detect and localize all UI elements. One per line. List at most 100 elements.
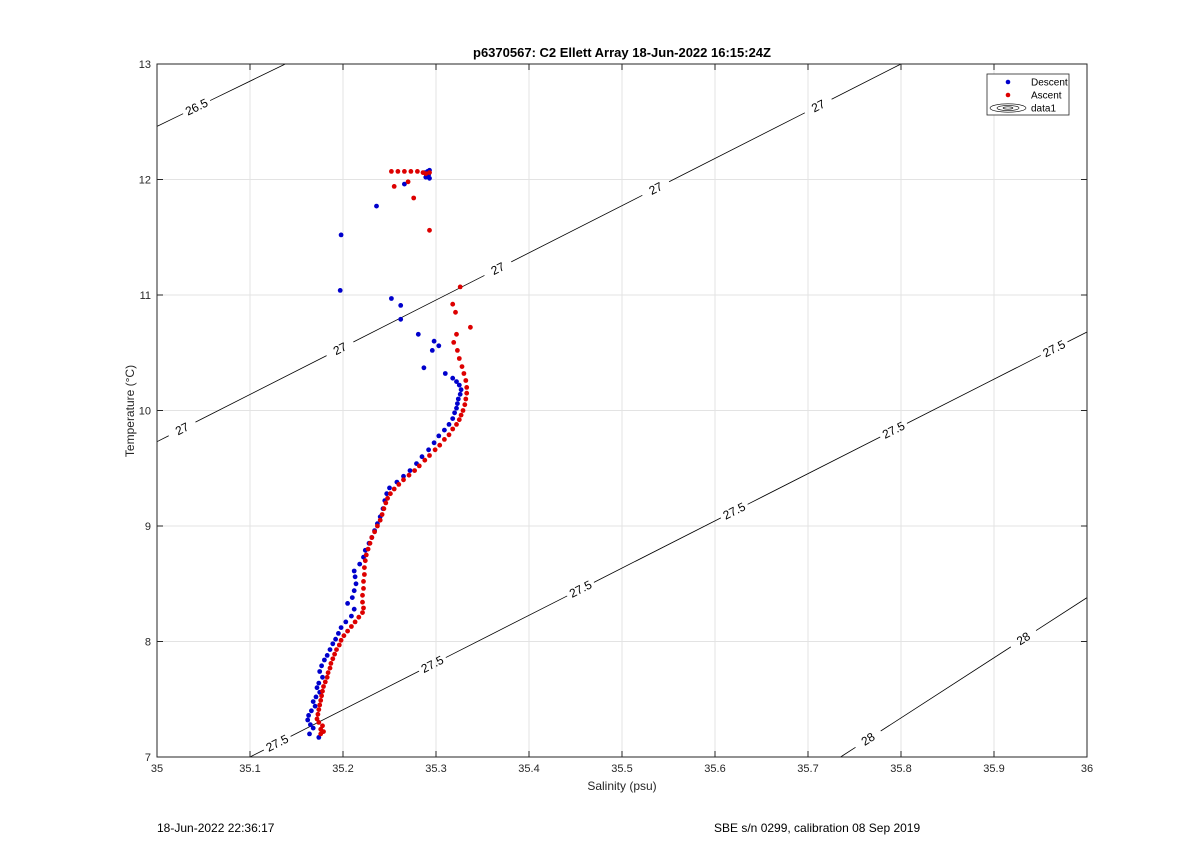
ascent-point <box>363 552 369 558</box>
ascent-point <box>455 348 460 353</box>
descent-point <box>452 410 457 416</box>
descent-point <box>317 669 323 674</box>
descent-point <box>351 568 357 574</box>
descent-point <box>455 401 460 406</box>
contour-symbol-icon <box>989 103 1027 113</box>
contour-label: 27 <box>489 259 508 278</box>
ascent-point <box>325 670 331 676</box>
ascent-point <box>423 171 429 177</box>
ascent-point <box>464 390 470 396</box>
footer-calibration: SBE s/n 0299, calibration 08 Sep 2019 <box>714 821 921 835</box>
x-tick-label: 35.7 <box>797 763 818 775</box>
descent-point <box>320 674 325 680</box>
ascent-point <box>383 500 389 506</box>
ascent-point <box>361 579 366 584</box>
descent-point <box>421 365 427 371</box>
descent-point <box>314 685 320 691</box>
ascent-point <box>454 422 459 427</box>
descent-point <box>316 735 322 740</box>
contour-line-28 <box>880 646 1012 732</box>
ascent-point <box>334 647 339 652</box>
legend-descent-label: Descent <box>1031 78 1068 89</box>
ascent-point <box>362 558 368 564</box>
descent-point <box>426 447 431 453</box>
descent-point <box>455 396 461 402</box>
descent-point <box>333 636 338 642</box>
descent-point <box>351 606 357 612</box>
contour-line-27 <box>511 194 643 263</box>
ascent-point <box>361 586 366 591</box>
ascent-point <box>330 656 336 662</box>
y-axis-label: Temperature (°C) <box>123 365 137 457</box>
descent-point <box>374 203 379 209</box>
descent-point <box>442 427 447 433</box>
ascent-point <box>432 447 438 453</box>
descent-point <box>431 440 437 446</box>
ascent-point <box>391 184 397 189</box>
descent-point <box>429 348 435 353</box>
ascent-point <box>369 535 375 540</box>
ascent-point <box>316 707 322 712</box>
descent-point <box>352 574 358 580</box>
ascent-point <box>377 517 383 523</box>
descent-point <box>307 731 312 737</box>
ascent-point <box>317 702 323 708</box>
legend-ascent-marker <box>1005 92 1011 98</box>
ascent-point <box>321 684 326 689</box>
ascent-point <box>388 491 393 497</box>
descent-point <box>450 375 456 381</box>
ascent-point <box>453 309 458 315</box>
x-tick-label: 35.6 <box>704 763 725 775</box>
ascent-point <box>468 324 473 330</box>
y-tick-label: 10 <box>139 406 151 418</box>
ascent-point <box>457 284 463 290</box>
contour-line-27 <box>156 435 169 443</box>
ascent-point <box>385 495 390 501</box>
legend[interactable]: Descent Ascent data1 <box>986 73 1070 116</box>
contour-line-27 <box>831 63 902 100</box>
ascent-point <box>391 486 397 492</box>
descent-point <box>306 713 311 718</box>
ascent-point <box>422 457 428 463</box>
legend-box <box>986 73 1070 116</box>
ascent-point <box>367 540 373 546</box>
descent-point <box>338 232 344 238</box>
ascent-point <box>332 651 337 657</box>
legend-descent-marker <box>1005 79 1011 85</box>
descent-point <box>415 331 421 337</box>
descent-point <box>309 708 314 714</box>
ascent-point <box>365 546 371 552</box>
contour-line-27 <box>195 355 327 423</box>
descent-point <box>349 613 354 619</box>
ascent-point <box>460 408 466 413</box>
x-tick-label: 35 <box>151 763 163 775</box>
ascent-point <box>318 698 324 703</box>
descent-point <box>398 303 404 308</box>
ascent-point <box>454 331 459 337</box>
contour-line-26-5 <box>209 63 286 101</box>
contour-line-27 <box>668 112 806 183</box>
descent-point <box>457 391 463 397</box>
descent-point <box>312 703 318 709</box>
footer-timestamp: 18-Jun-2022 22:36:17 <box>157 821 275 835</box>
ascent-point <box>315 711 321 717</box>
ascent-point <box>324 674 330 680</box>
ascent-point <box>360 610 365 615</box>
ascent-point <box>319 693 324 699</box>
contour-line-27-5 <box>747 436 881 505</box>
descent-point <box>387 485 392 491</box>
ascent-point <box>408 169 414 174</box>
contour-line-27-5 <box>906 355 1041 424</box>
descent-point <box>454 405 459 411</box>
ascent-point <box>450 426 456 432</box>
descent-point <box>446 422 452 427</box>
descent-point <box>337 288 343 293</box>
contour-line-27-5 <box>1067 331 1088 343</box>
x-tick-label: 35.9 <box>983 763 1004 775</box>
ascent-point <box>411 195 417 201</box>
descent-point <box>431 338 437 344</box>
ascent-point <box>318 731 324 737</box>
descent-point <box>345 601 350 606</box>
descent-point <box>349 595 355 600</box>
